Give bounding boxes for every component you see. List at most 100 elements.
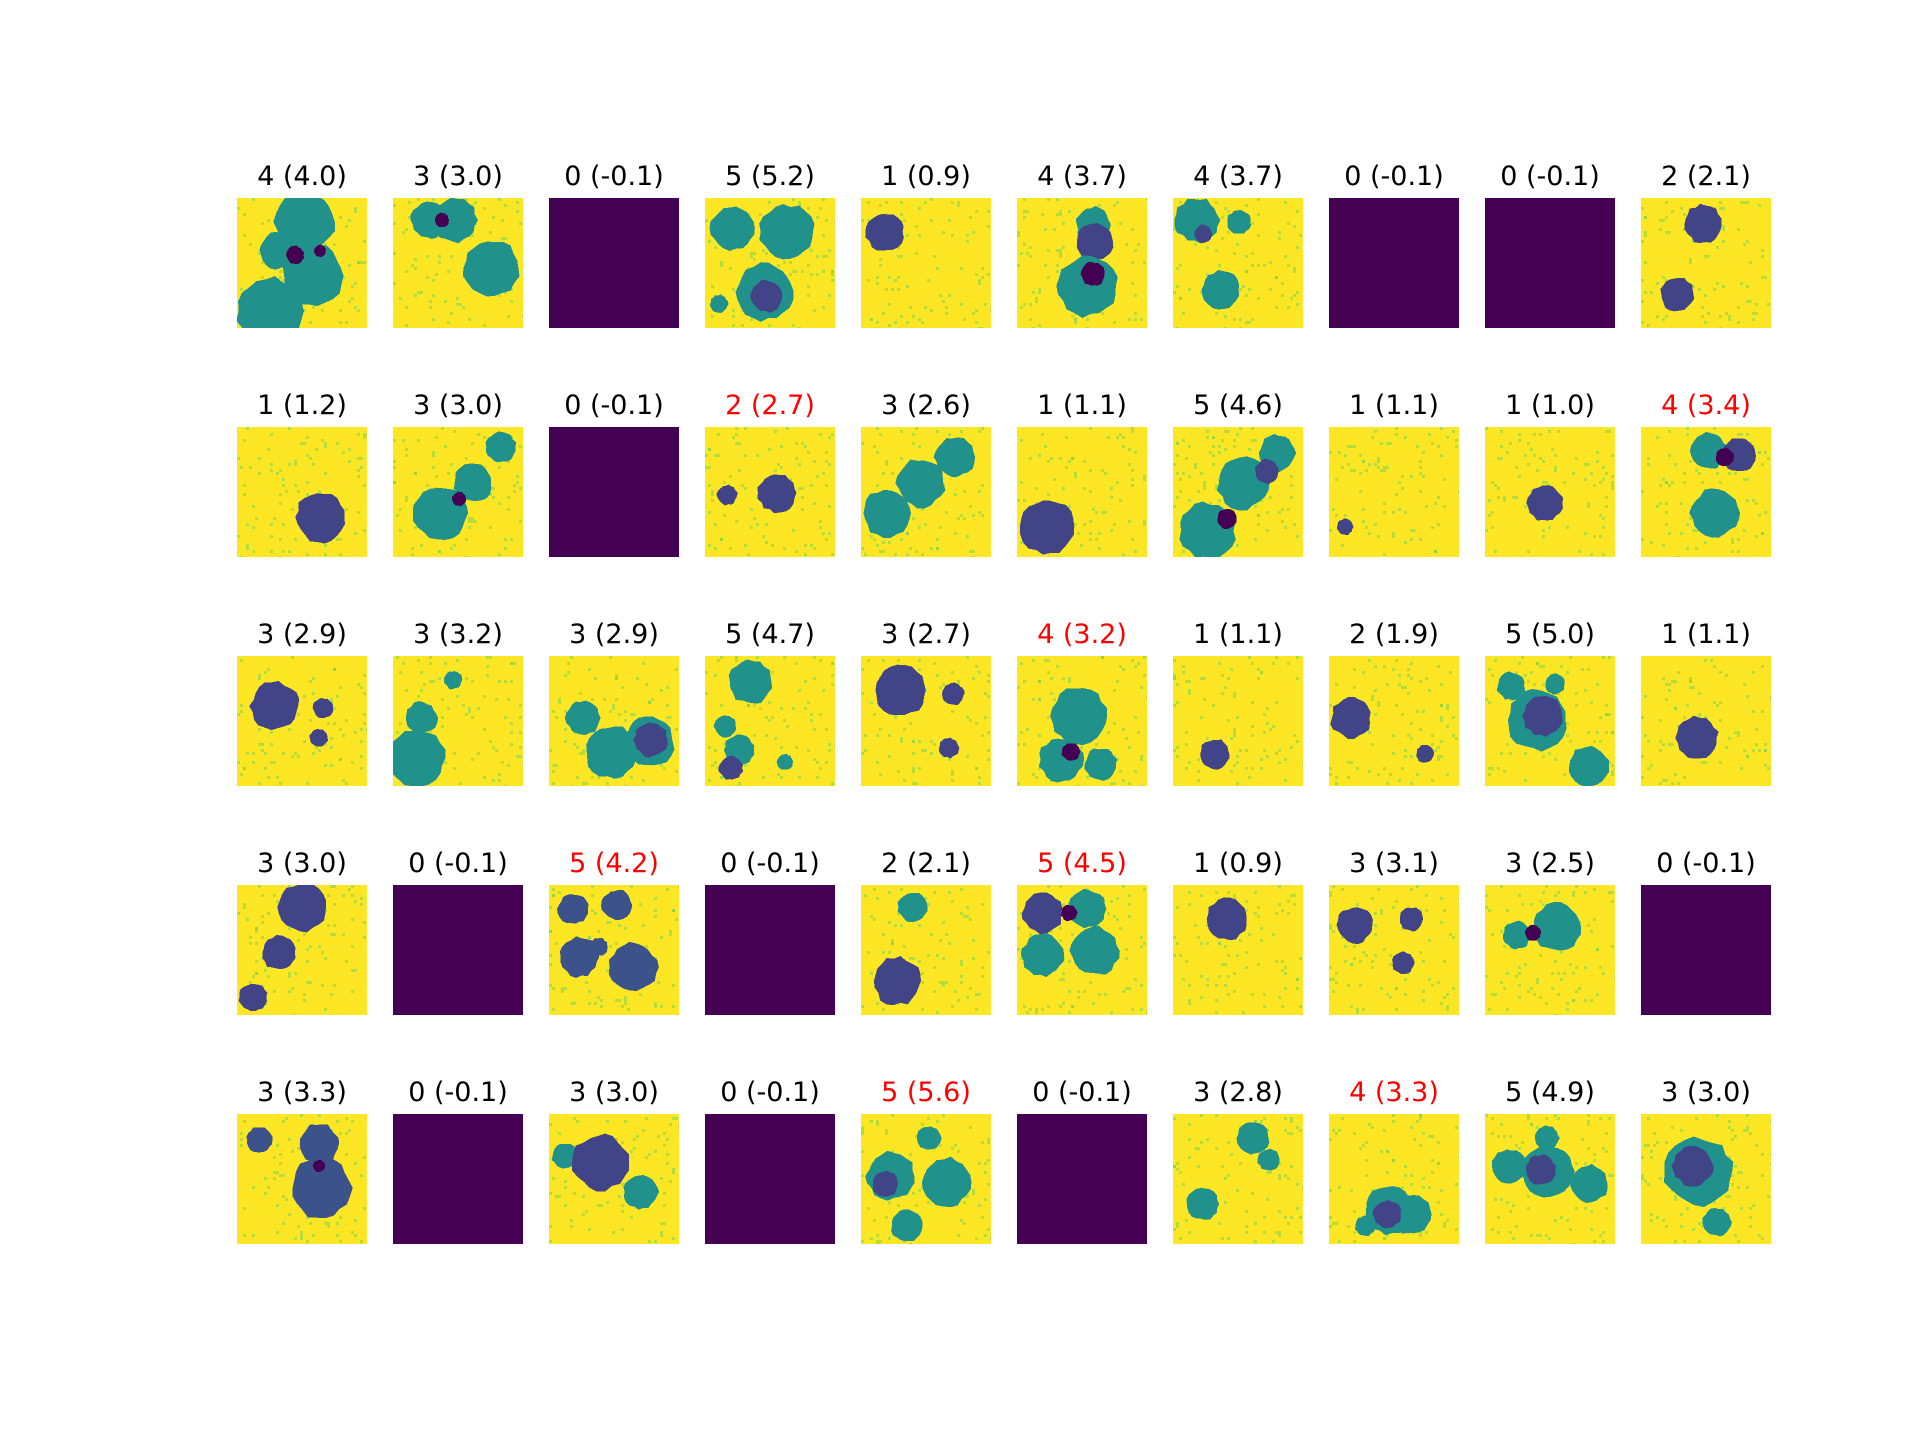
image-cell: 1 (0.9)	[1173, 842, 1303, 1015]
image-cell: 1 (0.9)	[861, 155, 991, 328]
image-cell: 1 (1.2)	[237, 384, 367, 557]
image-cell: 5 (4.7)	[705, 613, 835, 786]
image-cell-title: 0 (-0.1)	[1500, 161, 1600, 192]
image-cell-title: 3 (2.9)	[569, 619, 659, 650]
image-cell: 3 (2.5)	[1485, 842, 1615, 1015]
image-cell-title: 0 (-0.1)	[1344, 161, 1444, 192]
blob-image	[861, 885, 991, 1015]
image-cell-title: 0 (-0.1)	[408, 848, 508, 879]
blob-image	[1017, 656, 1147, 786]
image-cell: 0 (-0.1)	[549, 155, 679, 328]
image-cell: 3 (3.2)	[393, 613, 523, 786]
blob-image	[393, 427, 523, 557]
image-cell: 1 (1.1)	[1017, 384, 1147, 557]
blob-image	[861, 427, 991, 557]
blob-image	[1641, 198, 1771, 328]
blob-image	[1329, 885, 1459, 1015]
image-cell: 3 (3.0)	[237, 842, 367, 1015]
blob-image	[1173, 198, 1303, 328]
blob-image	[1017, 427, 1147, 557]
blob-image	[1173, 656, 1303, 786]
blob-image	[1485, 656, 1615, 786]
image-cell: 0 (-0.1)	[393, 842, 523, 1015]
image-cell: 5 (5.2)	[705, 155, 835, 328]
image-cell-title: 3 (2.5)	[1505, 848, 1595, 879]
image-cell: 4 (3.7)	[1017, 155, 1147, 328]
blob-image	[1017, 885, 1147, 1015]
blob-image	[237, 198, 367, 328]
image-cell-title: 4 (3.7)	[1037, 161, 1127, 192]
blob-image	[861, 656, 991, 786]
image-cell-title: 0 (-0.1)	[1032, 1077, 1132, 1108]
image-cell-title: 5 (4.7)	[725, 619, 815, 650]
blob-image	[1485, 885, 1615, 1015]
image-cell-title: 3 (2.6)	[881, 390, 971, 421]
image-cell: 1 (1.1)	[1173, 613, 1303, 786]
image-cell: 2 (2.1)	[861, 842, 991, 1015]
image-cell-title: 3 (3.0)	[569, 1077, 659, 1108]
image-cell: 4 (4.0)	[237, 155, 367, 328]
image-cell: 3 (2.9)	[549, 613, 679, 786]
image-cell-title: 5 (4.2)	[569, 848, 659, 879]
blob-image	[1329, 198, 1459, 328]
image-cell-title: 3 (3.0)	[413, 161, 503, 192]
blob-image	[237, 885, 367, 1015]
image-cell: 4 (3.4)	[1641, 384, 1771, 557]
image-cell-title: 1 (1.0)	[1505, 390, 1595, 421]
image-cell-title: 2 (2.7)	[725, 390, 815, 421]
image-cell: 4 (3.3)	[1329, 1071, 1459, 1244]
blob-image	[237, 427, 367, 557]
image-cell: 5 (4.5)	[1017, 842, 1147, 1015]
image-cell: 5 (4.9)	[1485, 1071, 1615, 1244]
image-cell-title: 5 (5.2)	[725, 161, 815, 192]
blob-image	[1641, 427, 1771, 557]
image-cell: 3 (3.0)	[393, 384, 523, 557]
image-cell-title: 5 (4.6)	[1193, 390, 1283, 421]
blob-image	[705, 198, 835, 328]
image-cell: 3 (3.0)	[393, 155, 523, 328]
image-cell: 3 (3.3)	[237, 1071, 367, 1244]
image-cell-title: 0 (-0.1)	[564, 161, 664, 192]
image-cell-title: 1 (1.1)	[1349, 390, 1439, 421]
image-cell: 5 (4.6)	[1173, 384, 1303, 557]
image-cell: 0 (-0.1)	[705, 842, 835, 1015]
image-cell-title: 1 (1.1)	[1661, 619, 1751, 650]
blob-image	[393, 198, 523, 328]
blob-image	[1173, 1114, 1303, 1244]
blob-image	[1173, 885, 1303, 1015]
blob-image	[393, 1114, 523, 1244]
blob-image	[1641, 656, 1771, 786]
image-cell-title: 0 (-0.1)	[720, 1077, 820, 1108]
image-cell: 0 (-0.1)	[1641, 842, 1771, 1015]
blob-image	[1485, 427, 1615, 557]
blob-image	[705, 427, 835, 557]
image-cell: 4 (3.7)	[1173, 155, 1303, 328]
image-cell-title: 2 (1.9)	[1349, 619, 1439, 650]
image-cell-title: 3 (3.0)	[257, 848, 347, 879]
image-cell-title: 4 (4.0)	[257, 161, 347, 192]
blob-image	[1641, 1114, 1771, 1244]
image-cell: 1 (1.1)	[1641, 613, 1771, 786]
blob-image	[549, 198, 679, 328]
blob-image	[861, 1114, 991, 1244]
image-cell-title: 5 (5.0)	[1505, 619, 1595, 650]
image-cell-title: 1 (0.9)	[1193, 848, 1283, 879]
image-cell-title: 5 (4.9)	[1505, 1077, 1595, 1108]
blob-image	[1173, 427, 1303, 557]
image-cell-title: 3 (2.9)	[257, 619, 347, 650]
image-cell-title: 4 (3.7)	[1193, 161, 1283, 192]
image-cell-title: 1 (1.1)	[1037, 390, 1127, 421]
image-cell: 5 (5.6)	[861, 1071, 991, 1244]
image-cell: 5 (4.2)	[549, 842, 679, 1015]
image-cell: 3 (2.7)	[861, 613, 991, 786]
image-cell: 3 (2.9)	[237, 613, 367, 786]
image-cell-title: 2 (2.1)	[1661, 161, 1751, 192]
blob-image	[861, 198, 991, 328]
image-cell-title: 1 (0.9)	[881, 161, 971, 192]
image-cell: 2 (1.9)	[1329, 613, 1459, 786]
image-cell-title: 0 (-0.1)	[720, 848, 820, 879]
image-cell: 0 (-0.1)	[393, 1071, 523, 1244]
image-cell: 2 (2.1)	[1641, 155, 1771, 328]
image-cell-title: 3 (3.3)	[257, 1077, 347, 1108]
